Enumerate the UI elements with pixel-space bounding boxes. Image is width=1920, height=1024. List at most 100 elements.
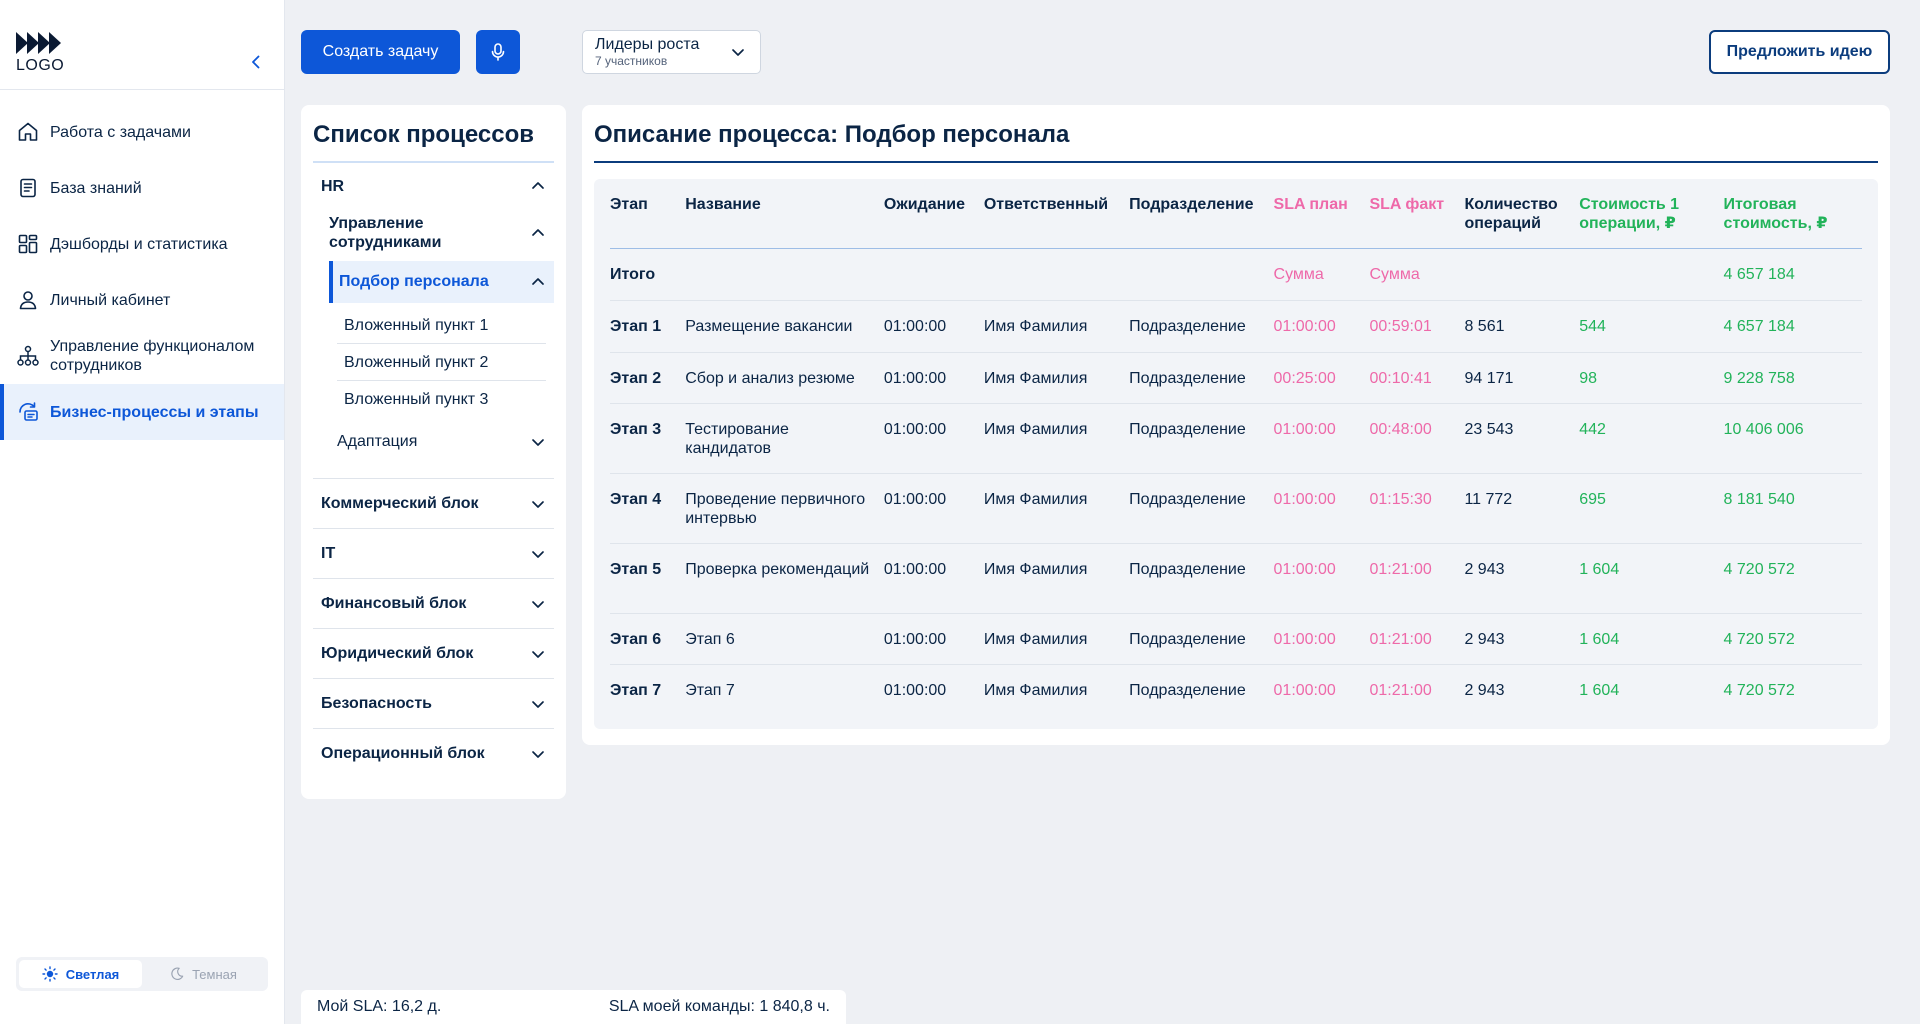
table-row[interactable]: Этап 5 Проверка рекомендаций 01:00:00 Имя Ф…: [610, 544, 1862, 614]
table-row[interactable]: Этап 7 Этап 7 01:00:00 Имя Фамилия Подраздел…: [610, 665, 1862, 716]
sidebar-item-staff-functions[interactable]: Управление функционалом сотрудников: [0, 328, 284, 384]
process-group-operations[interactable]: Операционный блок: [313, 728, 554, 778]
chevron-down-icon: [532, 500, 544, 508]
nested-items: Вложенный пункт 1 Вложенный пункт 2 Влож…: [329, 307, 546, 418]
logo-area: LOGO: [0, 0, 284, 90]
sidebar-item-label: Управление функционалом сотрудников: [50, 338, 255, 374]
sidebar-item-label: Личный кабинет: [50, 291, 171, 309]
column-header: Название: [685, 196, 761, 213]
sla-plan-cell: 01:00:00: [1273, 491, 1336, 508]
column-header: Ответственный: [983, 196, 1109, 213]
theme-light-label: Светлая: [65, 966, 120, 982]
ops-count-cell: 94 171: [1464, 370, 1514, 387]
stage-name-cell: Проведение первичного интервью: [685, 491, 866, 527]
collapse-sidebar-button[interactable]: [246, 52, 266, 72]
nested-item[interactable]: Вложенный пункт 2: [337, 344, 546, 381]
user-icon: [19, 291, 37, 310]
process-group-security[interactable]: Безопасность: [313, 678, 554, 728]
owner-cell: Имя Фамилия: [983, 421, 1088, 438]
logo[interactable]: LOGO: [16, 32, 76, 75]
sidebar-item-tasks[interactable]: Работа с задачами: [0, 104, 284, 160]
chevron-down-icon: [532, 650, 544, 658]
process-group-it[interactable]: IT: [313, 528, 554, 578]
total-cost-cell: 4 657 184: [1723, 318, 1795, 335]
chevron-down-icon: [732, 49, 744, 56]
ops-count-cell: 8 561: [1464, 318, 1505, 335]
my-sla: Мой SLA: 16,2 д.: [317, 998, 442, 1015]
chevron-down-icon: [532, 600, 544, 608]
wait-cell: 01:00:00: [883, 561, 947, 578]
process-item-recruitment[interactable]: Подбор персонала: [329, 261, 554, 303]
team-sla: SLA моей команды: 1 840,8 ч.: [608, 998, 830, 1015]
process-group-finance[interactable]: Финансовый блок: [313, 578, 554, 628]
sidebar-item-label: Дэшборды и статистика: [50, 235, 228, 253]
logo-text: LOGO: [16, 57, 65, 74]
subgroup-staff-management-header[interactable]: Управление сотрудниками: [329, 209, 546, 257]
sidebar-item-label: Бизнес-процессы и этапы: [50, 403, 259, 421]
sidebar-item-dashboards[interactable]: Дэшборды и статистика: [0, 216, 284, 272]
sidebar-nav: Работа с задачами База знаний Дэшборды и…: [0, 90, 284, 440]
sidebar-item-business-processes[interactable]: Бизнес-процессы и этапы: [0, 384, 284, 440]
chevron-up-icon: [532, 229, 544, 236]
process-group-label: Коммерческий блок: [321, 494, 479, 512]
ops-count-cell: 2 943: [1464, 561, 1505, 578]
team-select[interactable]: Лидеры роста 7 участников: [582, 30, 761, 74]
process-group-label: Безопасность: [321, 694, 432, 712]
column-header: Этап: [610, 196, 648, 213]
process-group-hr-header[interactable]: HR: [313, 163, 554, 209]
dept-cell: Подразделение: [1129, 631, 1246, 648]
ops-count-cell: 2 943: [1464, 682, 1505, 699]
table-row[interactable]: Этап 2 Сбор и анализ резюме 01:00:00 Имя Фа…: [610, 353, 1862, 404]
sla-plan-cell: 01:00:00: [1273, 561, 1336, 578]
op-cost-cell: 1 604: [1579, 682, 1620, 699]
sla-plan-cell: 00:25:00: [1273, 370, 1336, 387]
voice-input-button[interactable]: [476, 30, 520, 74]
selected-process-label: Подбор персонала: [339, 273, 489, 290]
op-cost-cell: 544: [1579, 318, 1606, 335]
nested-item[interactable]: Вложенный пункт 3: [344, 391, 489, 408]
stage-cell: Этап 2: [610, 370, 662, 387]
dept-cell: Подразделение: [1129, 318, 1246, 335]
table-row[interactable]: Этап 1 Размещение вакансии 01:00:00 Имя Фам…: [610, 301, 1862, 353]
sidebar-item-knowledge[interactable]: База знаний: [0, 160, 284, 216]
wait-cell: 01:00:00: [883, 421, 947, 438]
column-header: Ожидание: [883, 196, 965, 213]
subgroup-adaptation-header[interactable]: Адаптация: [329, 418, 546, 466]
process-group-hr: HR Управление сотрудниками Подбор персон…: [313, 163, 554, 466]
op-cost-cell: 98: [1579, 370, 1597, 387]
process-list-title: Список процессов: [313, 105, 554, 163]
theme-dark-option[interactable]: Темная: [142, 960, 265, 988]
team-members-count: 7 участников: [595, 54, 668, 68]
table-row[interactable]: Этап 3 Тестирование кандидатов 01:00:00 Имя…: [610, 404, 1862, 474]
sla-plan-cell: 01:00:00: [1273, 631, 1336, 648]
sidebar-item-profile[interactable]: Личный кабинет: [0, 272, 284, 328]
stage-name-cell: Тестирование кандидатов: [685, 421, 789, 457]
stage-name-cell: Размещение вакансии: [685, 318, 853, 335]
stage-name-cell: Сбор и анализ резюме: [685, 370, 855, 387]
theme-dark-label: Темная: [192, 966, 237, 982]
stage-cell: Этап 7: [610, 682, 662, 699]
nested-item[interactable]: Вложенный пункт 1: [337, 307, 546, 344]
process-group-commercial[interactable]: Коммерческий блок: [313, 478, 554, 528]
sla-fact-cell: 01:21:00: [1369, 631, 1432, 648]
total-label: Итого: [610, 266, 656, 283]
column-header: Итоговая стоимость, ₽: [1723, 196, 1828, 232]
sla-plan-cell: 01:00:00: [1273, 682, 1336, 699]
process-description-title: Описание процесса: Подбор персонала: [594, 105, 1878, 163]
op-cost-cell: 1 604: [1579, 561, 1620, 578]
process-group-label: Финансовый блок: [321, 594, 467, 612]
owner-cell: Имя Фамилия: [983, 318, 1088, 335]
chevron-up-icon: [532, 182, 544, 189]
process-list-panel: Список процессов HR Управление сотрудник…: [301, 105, 566, 799]
owner-cell: Имя Фамилия: [983, 491, 1088, 508]
process-group-legal[interactable]: Юридический блок: [313, 628, 554, 678]
create-task-button[interactable]: Создать задачу: [301, 30, 460, 74]
table-row[interactable]: Этап 4 Проведение первичного интервью 01:0…: [610, 474, 1862, 544]
stage-cell: Этап 5: [610, 561, 662, 578]
suggest-idea-button[interactable]: Предложить идею: [1709, 30, 1890, 74]
theme-light-option[interactable]: Светлая: [19, 960, 142, 988]
stage-rows: Этап 1 Размещение вакансии 01:00:00 Имя Фам…: [610, 301, 1862, 716]
hr-subgroups: Управление сотрудниками Подбор персонала…: [313, 209, 554, 466]
wait-cell: 01:00:00: [883, 370, 947, 387]
table-row[interactable]: Этап 6 Этап 6 01:00:00 Имя Фамилия Подраздел…: [610, 614, 1862, 665]
